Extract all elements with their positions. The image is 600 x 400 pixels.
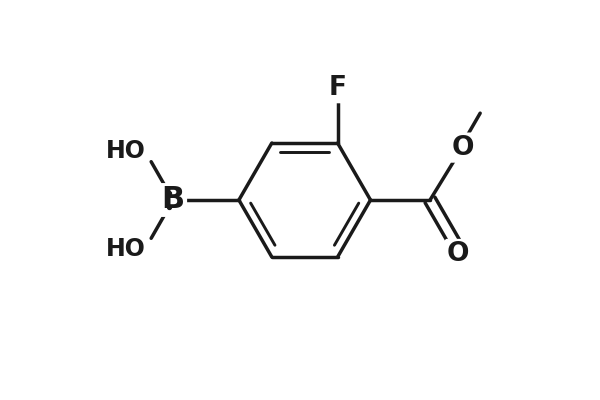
Text: F: F [329,75,347,101]
Text: O: O [452,135,474,161]
Text: O: O [447,241,469,267]
Text: B: B [161,186,185,214]
Text: HO: HO [106,237,146,261]
Text: HO: HO [106,139,146,163]
